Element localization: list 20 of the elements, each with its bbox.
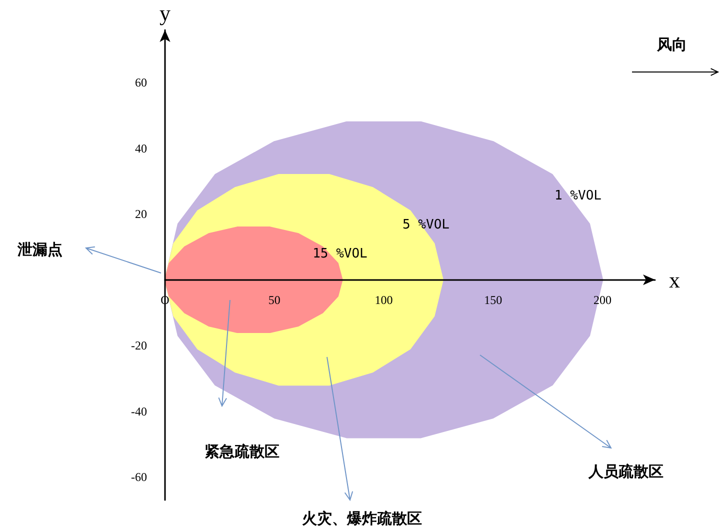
x-tick-label: 200 [594,292,612,307]
y-tick-label: -20 [131,338,147,353]
y-axis-title: y [160,0,170,26]
x-tick-label: 100 [374,292,393,307]
annotation: 15 %VOL [312,246,368,262]
text: 火灾、爆炸疏散区 [302,510,422,528]
y-tick-label: -40 [131,404,147,418]
annotation: 紧急疏散区 [204,442,280,462]
annotation: 人员疏散区 [588,462,664,482]
x-axis-title: x [669,267,680,292]
x-tick-label: 50 [268,292,280,307]
text: 风向 [657,36,687,54]
x-tick-label: 150 [484,292,502,307]
annotation: 1 %VOL [554,188,602,204]
y-tick-label: -60 [131,470,147,484]
y-tick-label: 60 [135,76,147,90]
y-tick-label: 20 [135,207,147,222]
y-tick-label: 40 [135,141,147,156]
text: 泄漏点 [18,240,62,260]
annotation: 5 %VOL [402,218,450,232]
